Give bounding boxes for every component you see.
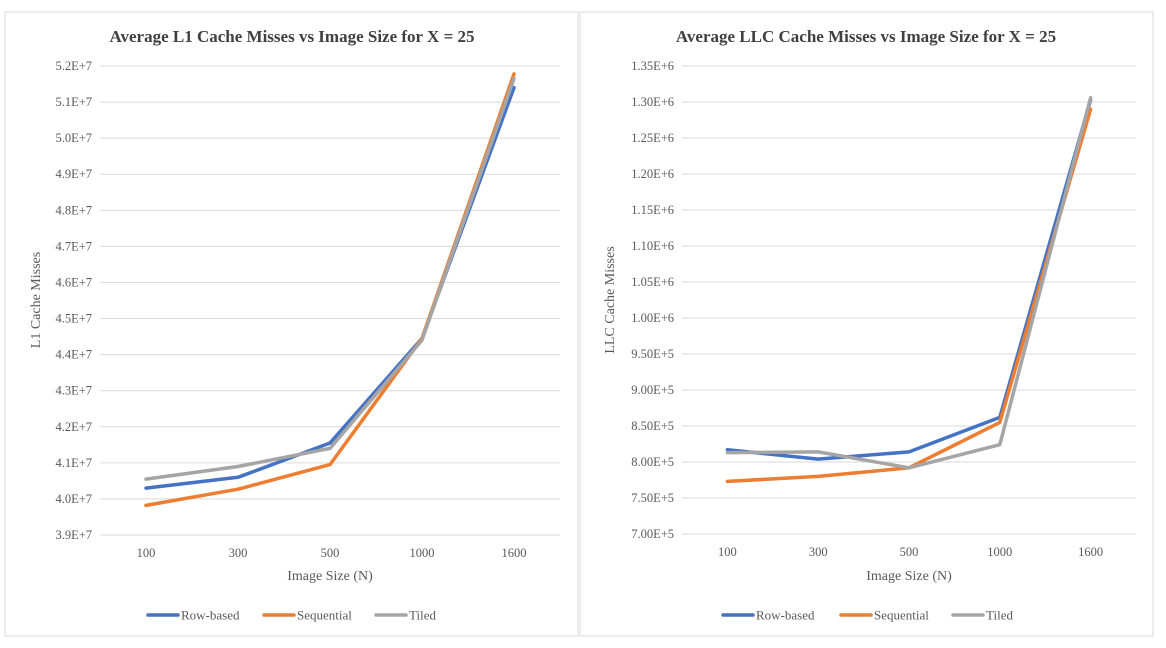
y-tick-label: 1.05E+6 <box>631 275 674 289</box>
y-axis-title: LLC Cache Misses <box>603 246 618 353</box>
y-tick-label: 4.5E+7 <box>55 312 92 326</box>
y-tick-label: 5.1E+7 <box>55 95 92 109</box>
x-tick-label: 300 <box>229 546 248 560</box>
legend-item-sequential: Sequential <box>262 608 352 623</box>
y-tick-label: 1.20E+6 <box>631 167 674 181</box>
legend-label: Sequential <box>874 608 929 623</box>
series-line-tiled <box>144 76 516 481</box>
legend-label: Row-based <box>181 608 240 623</box>
y-tick-label: 3.9E+7 <box>55 528 92 542</box>
y-tick-label: 1.25E+6 <box>631 131 674 145</box>
y-tick-label: 5.2E+7 <box>55 59 92 73</box>
y-tick-label: 9.00E+5 <box>631 383 674 397</box>
x-tick-label: 1000 <box>410 546 435 560</box>
series-line-row-based <box>725 98 1093 461</box>
y-tick-label: 1.00E+6 <box>631 311 674 325</box>
chart-title: Average LLC Cache Misses vs Image Size f… <box>676 27 1056 46</box>
x-tick-label: 100 <box>137 546 156 560</box>
x-tick-label: 1600 <box>1078 545 1103 559</box>
series-line-tiled <box>725 95 1093 470</box>
x-tick-label: 500 <box>321 546 340 560</box>
x-tick-label: 1000 <box>987 545 1012 559</box>
chart-panel-2: Average LLC Cache Misses vs Image Size f… <box>579 11 1154 637</box>
legend-item-tiled: Tiled <box>374 608 436 623</box>
legend-item-row-based: Row-based <box>146 608 240 623</box>
x-tick-label: 300 <box>809 545 828 559</box>
y-tick-label: 4.3E+7 <box>55 384 92 398</box>
y-tick-label: 4.1E+7 <box>55 456 92 470</box>
x-tick-label: 100 <box>718 545 737 559</box>
y-tick-label: 7.00E+5 <box>631 527 674 541</box>
legend-item-sequential: Sequential <box>839 608 929 623</box>
y-tick-label: 9.50E+5 <box>631 347 674 361</box>
legend-item-row-based: Row-based <box>721 608 815 623</box>
y-tick-label: 4.2E+7 <box>55 420 92 434</box>
legend-label: Tiled <box>409 608 436 623</box>
legend-label: Row-based <box>756 608 815 623</box>
y-tick-label: 4.6E+7 <box>55 275 92 289</box>
x-tick-label: 1600 <box>502 546 527 560</box>
x-axis-title: Image Size (N) <box>866 569 952 584</box>
chart-title: Average L1 Cache Misses vs Image Size fo… <box>109 27 474 46</box>
chart-frame <box>579 11 1154 637</box>
y-tick-label: 7.50E+5 <box>631 491 674 505</box>
y-tick-label: 4.0E+7 <box>55 492 92 506</box>
y-tick-label: 1.10E+6 <box>631 239 674 253</box>
chart-panel-1: Average L1 Cache Misses vs Image Size fo… <box>4 11 579 637</box>
y-tick-label: 8.50E+5 <box>631 419 674 433</box>
y-tick-label: 1.35E+6 <box>631 59 674 73</box>
chart-frame <box>4 11 579 637</box>
legend-label: Sequential <box>297 608 352 623</box>
legend-item-tiled: Tiled <box>951 608 1013 623</box>
y-axis-title: L1 Cache Misses <box>29 252 44 348</box>
y-tick-label: 1.15E+6 <box>631 203 674 217</box>
y-tick-label: 4.7E+7 <box>55 239 92 253</box>
x-axis-title: Image Size (N) <box>287 569 373 584</box>
x-tick-label: 500 <box>900 545 919 559</box>
legend-label: Tiled <box>986 608 1013 623</box>
y-tick-label: 1.30E+6 <box>631 95 674 109</box>
y-tick-label: 4.4E+7 <box>55 348 92 362</box>
y-tick-label: 5.0E+7 <box>55 131 92 145</box>
y-tick-label: 4.9E+7 <box>55 167 92 181</box>
y-tick-label: 8.00E+5 <box>631 455 674 469</box>
y-tick-label: 4.8E+7 <box>55 203 92 217</box>
